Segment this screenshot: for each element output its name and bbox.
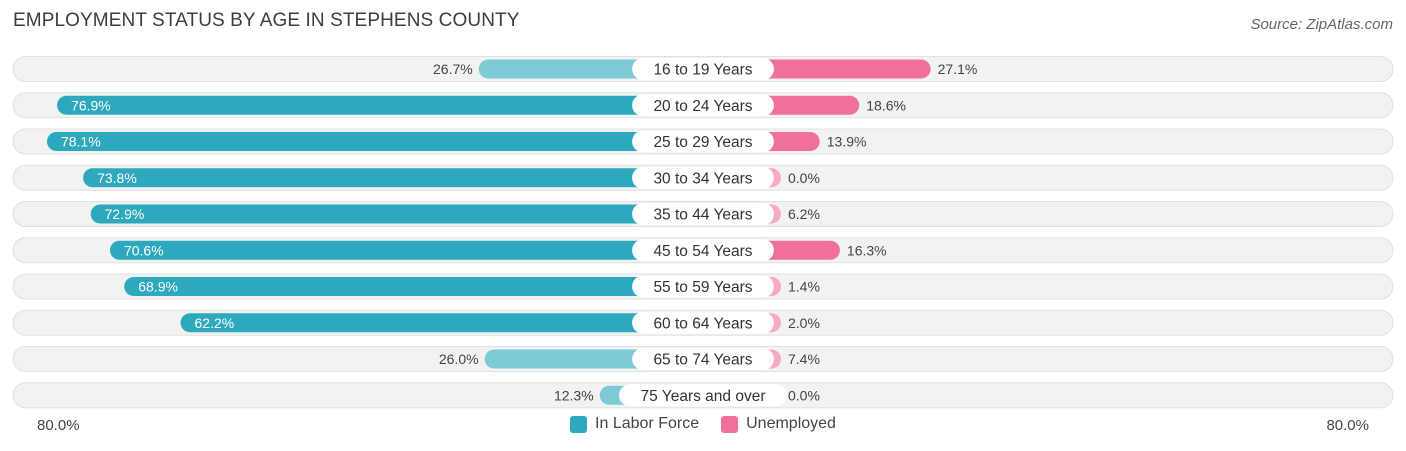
category-pill-25-to-29-years (632, 130, 774, 153)
category-pill-20-to-24-years (632, 94, 774, 117)
category-label-35-to-44-years: 35 to 44 Years (653, 207, 752, 224)
bar-labor-force-20-to-24-years (57, 95, 704, 115)
bar-labor-force-45-to-54-years (109, 240, 703, 260)
chart-title: EMPLOYMENT STATUS BY AGE IN STEPHENS COU… (13, 10, 520, 31)
bar-labor-force-55-to-59-years (124, 277, 704, 296)
value-label-unemployed-20-to-24-years: 18.6% (866, 97, 906, 113)
category-label-20-to-24-years: 20 to 24 Years (653, 98, 752, 115)
legend-label-labor-force: In Labor Force (595, 415, 700, 432)
category-pill-75-years-and-over (619, 384, 787, 407)
category-pill-35-to-44-years (632, 203, 774, 225)
value-label-unemployed-60-to-64-years: 2.0% (788, 315, 820, 331)
category-label-45-to-54-years: 45 to 54 Years (653, 243, 752, 260)
axis-label-right: 80.0% (1326, 417, 1369, 434)
category-label-55-to-59-years: 55 to 59 Years (653, 279, 752, 296)
bar-labor-force-30-to-34-years (83, 168, 703, 188)
value-label-labor-force-16-to-19-years: 26.7% (433, 61, 473, 77)
source-note: Source: ZipAtlas.com (1250, 16, 1393, 33)
value-label-unemployed-55-to-59-years: 1.4% (788, 279, 820, 295)
legend-swatch-unemployed (721, 415, 739, 433)
category-label-25-to-29-years: 25 to 29 Years (653, 134, 752, 151)
bar-labor-force-35-to-44-years (90, 204, 703, 224)
value-label-labor-force-45-to-54-years: 70.6% (124, 242, 164, 258)
value-label-labor-force-20-to-24-years: 76.9% (71, 97, 111, 113)
category-pill-55-to-59-years (632, 275, 774, 298)
value-label-unemployed-75-years-and-over: 0.0% (788, 387, 820, 403)
category-pill-65-to-74-years (632, 348, 774, 370)
category-label-65-to-74-years: 65 to 74 Years (653, 352, 752, 369)
axis-label-left: 80.0% (37, 417, 80, 434)
category-pill-16-to-19-years (632, 58, 774, 80)
bar-labor-force-60-to-64-years (180, 313, 703, 333)
category-pill-30-to-34-years (632, 166, 774, 189)
category-label-16-to-19-years: 16 to 19 Years (653, 62, 752, 79)
value-label-labor-force-30-to-34-years: 73.8% (97, 170, 137, 186)
value-label-labor-force-25-to-29-years: 78.1% (61, 134, 101, 150)
category-label-60-to-64-years: 60 to 64 Years (653, 315, 752, 332)
value-label-unemployed-16-to-19-years: 27.1% (938, 61, 978, 77)
value-label-unemployed-25-to-29-years: 13.9% (827, 134, 867, 150)
value-label-labor-force-65-to-74-years: 26.0% (439, 351, 479, 367)
bar-labor-force-25-to-29-years (46, 132, 703, 151)
legend-item-labor-force: In Labor Force (570, 415, 699, 433)
category-pill-45-to-54-years (632, 239, 774, 262)
legend: In Labor Force Unemployed (0, 415, 1406, 433)
value-label-labor-force-60-to-64-years: 62.2% (195, 315, 235, 331)
value-label-labor-force-55-to-59-years: 68.9% (138, 279, 178, 295)
legend-swatch-labor-force (570, 415, 588, 433)
value-label-unemployed-45-to-54-years: 16.3% (847, 242, 887, 258)
value-label-unemployed-65-to-74-years: 7.4% (788, 351, 820, 367)
category-label-30-to-34-years: 30 to 34 Years (653, 170, 752, 187)
value-label-labor-force-35-to-44-years: 72.9% (105, 206, 145, 222)
value-label-unemployed-30-to-34-years: 0.0% (788, 170, 820, 186)
value-label-labor-force-75-years-and-over: 12.3% (554, 387, 594, 403)
legend-label-unemployed: Unemployed (746, 415, 836, 432)
legend-item-unemployed: Unemployed (721, 415, 836, 433)
category-pill-60-to-64-years (632, 311, 774, 334)
value-label-unemployed-35-to-44-years: 6.2% (788, 206, 820, 222)
category-label-75-years-and-over: 75 Years and over (641, 388, 766, 405)
